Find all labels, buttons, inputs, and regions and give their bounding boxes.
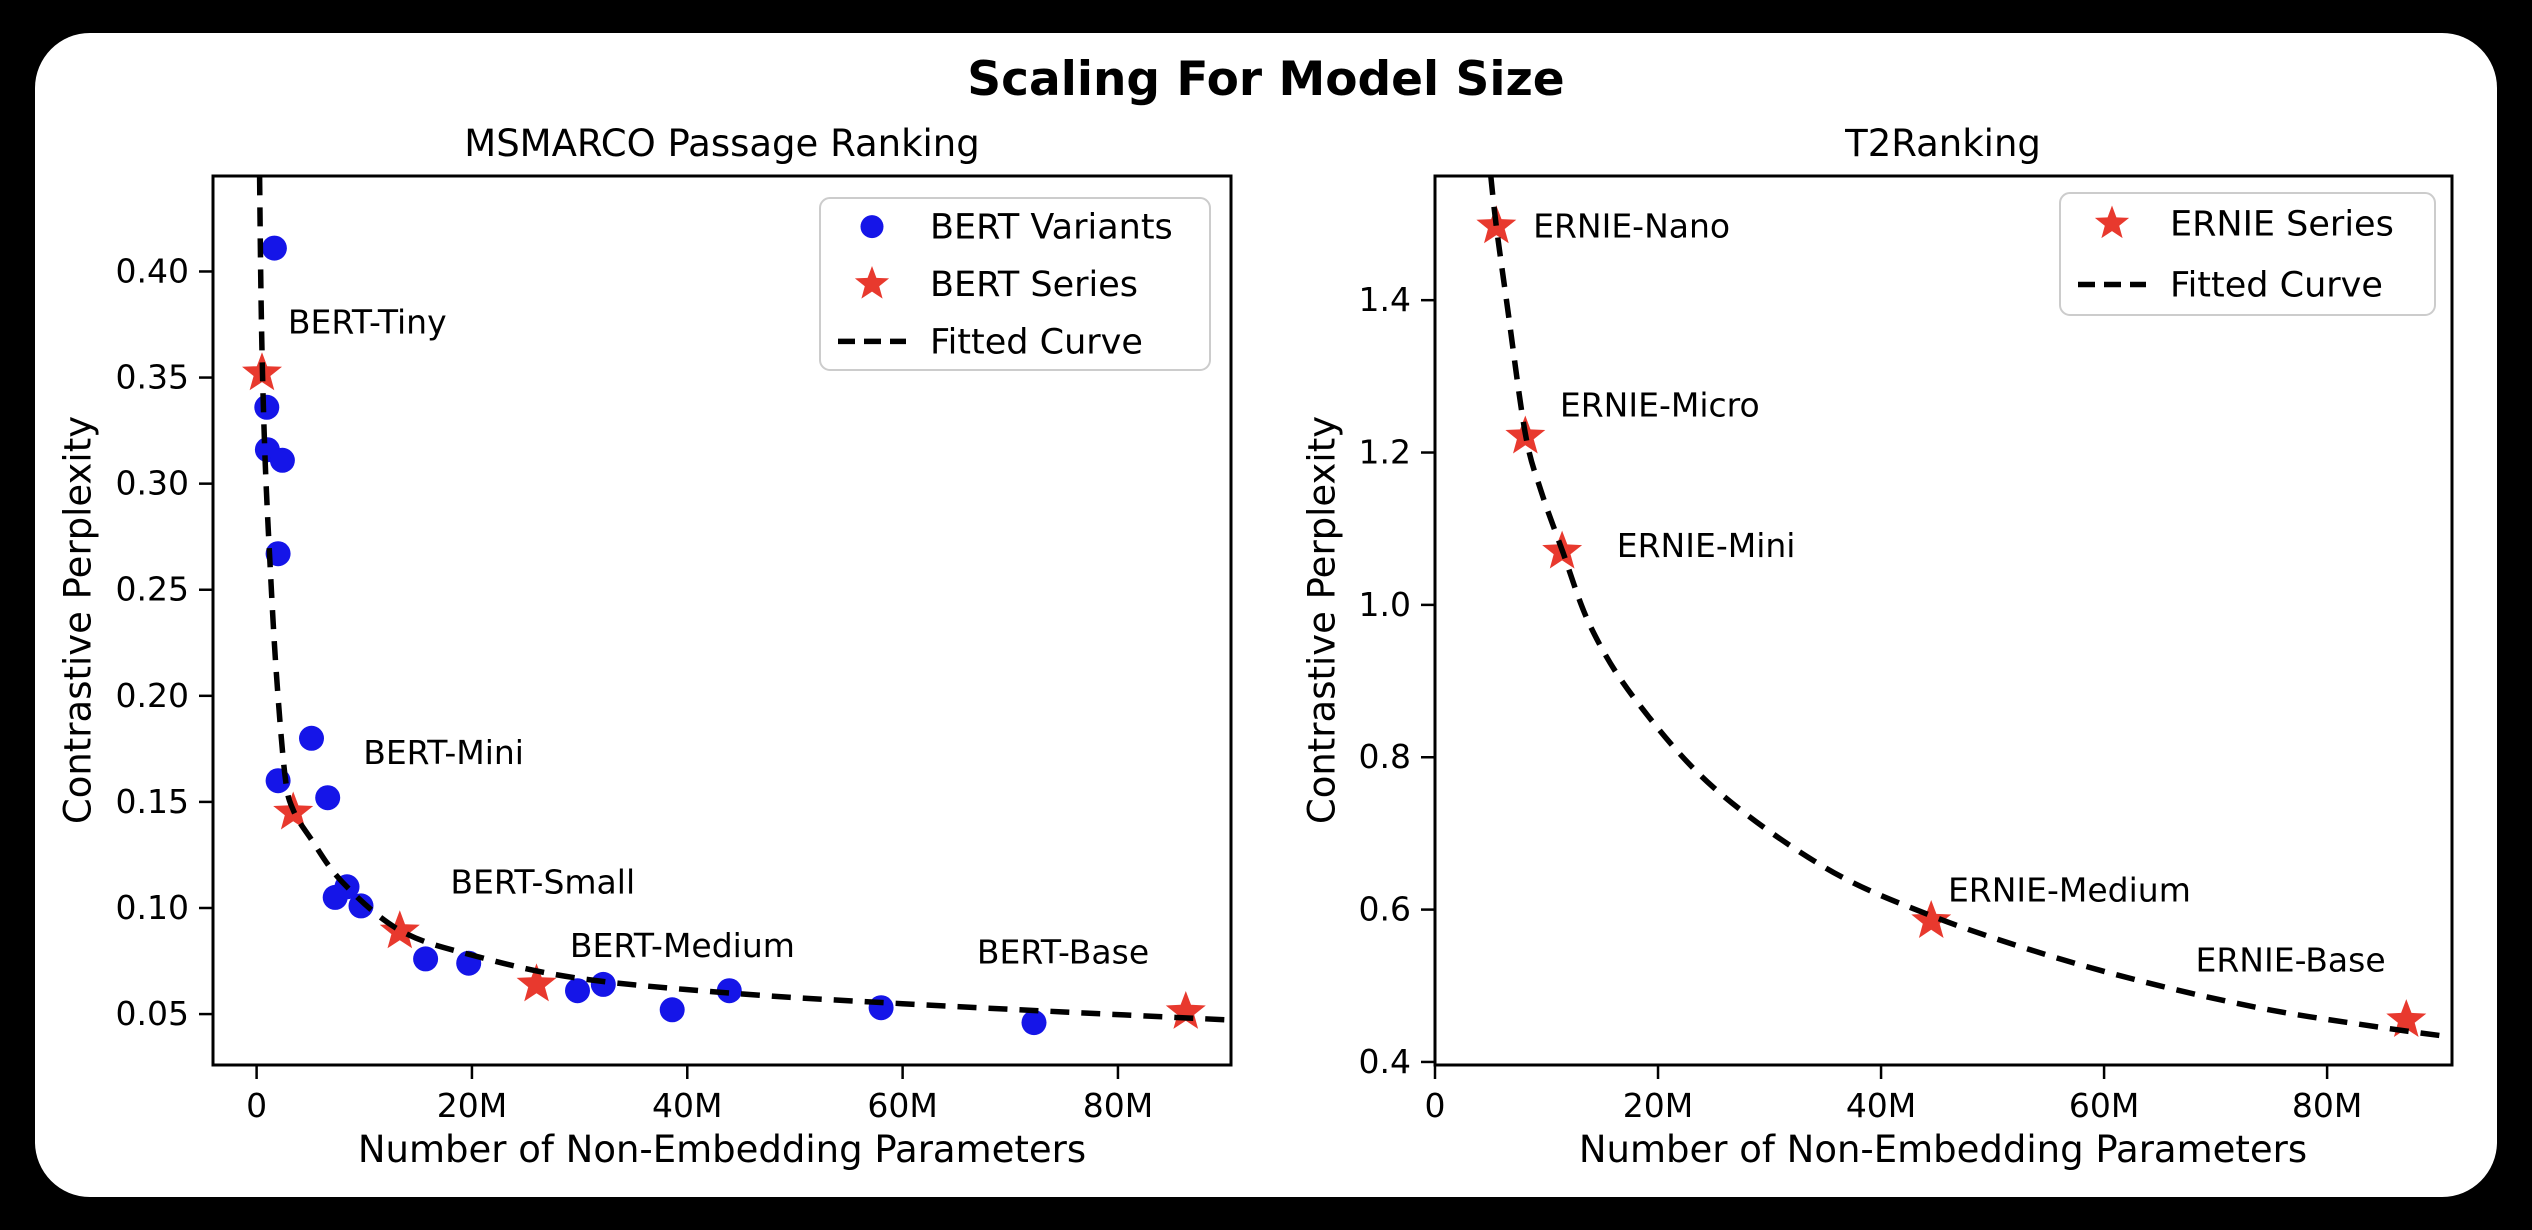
bert-small-star [379, 910, 420, 949]
annotation-bert-base: BERT-Base [977, 933, 1149, 972]
data-point-circle [1021, 1010, 1047, 1036]
data-point-circle [261, 235, 287, 261]
left-series-fitted-curve [256, 176, 1226, 1023]
right-legend: ERNIE Series Fitted Curve [2059, 192, 2436, 316]
fitted-curve [256, 176, 1226, 1023]
left-x-axis-label: Number of Non-Embedding Parameters [357, 1128, 1087, 1171]
right-series-ernie-series [1476, 205, 2427, 1037]
left-y-tick-label: 0.40 [116, 251, 189, 290]
right-y-tick-label: 0.4 [1359, 1042, 1411, 1081]
left-x-tick-label: 80M [1083, 1086, 1153, 1125]
legend-label-fitted-curve: Fitted Curve [2170, 266, 2383, 306]
right-y-tick-label: 1.0 [1359, 585, 1411, 624]
right-x-tick-label: 40M [1846, 1086, 1916, 1125]
annotation-ernie-micro: ERNIE-Micro [1560, 385, 1760, 424]
left-legend-box [819, 197, 1211, 371]
right-x-axis-label: Number of Non-Embedding Parameters [1578, 1128, 2308, 1171]
annotation-ernie-mini: ERNIE-Mini [1617, 526, 1796, 565]
data-point-circle [269, 447, 295, 473]
data-point-circle [348, 893, 374, 919]
data-point-circle [868, 995, 894, 1021]
right-y-tick-label: 0.8 [1359, 737, 1411, 776]
right-x-tick-label: 0 [1425, 1086, 1446, 1125]
legend-star-marker [854, 266, 890, 299]
data-point-circle [659, 997, 685, 1023]
left-plot-title: MSMARCO Passage Ranking [464, 122, 980, 165]
right-legend-box [2059, 192, 2436, 316]
data-point-circle [590, 971, 616, 997]
left-x-tick-label: 20M [437, 1086, 507, 1125]
left-plot-frame [211, 174, 1233, 1067]
left-y-tick-label: 0.30 [116, 464, 189, 503]
left-x-tick-label: 0 [246, 1086, 267, 1125]
data-point-circle [315, 785, 341, 811]
ernie-medium-star [1911, 900, 1952, 938]
legend-star-marker [2094, 205, 2130, 239]
data-point-circle [413, 946, 439, 972]
legend-label-fitted-curve: Fitted Curve [930, 322, 1143, 362]
right-y-tick-label: 0.6 [1359, 890, 1411, 929]
annotation-bert-tiny: BERT-Tiny [288, 302, 447, 341]
left-legend: BERT Variants BERT Series Fitted Curve [819, 197, 1211, 371]
fitted-curve [1488, 175, 2451, 1040]
right-plot-frame [1433, 174, 2454, 1067]
annotation-ernie-medium: ERNIE-Medium [1948, 871, 2191, 910]
annotation-ernie-nano: ERNIE-Nano [1533, 206, 1730, 245]
left-y-tick-label: 0.20 [116, 676, 189, 715]
right-x-tick-label: 60M [2069, 1086, 2139, 1125]
annotation-bert-mini: BERT-Mini [363, 733, 524, 772]
right-plot-title: T2Ranking [1845, 122, 2041, 165]
data-point-circle [299, 725, 324, 751]
bert-medium-star [516, 963, 557, 1002]
left-plot: 0.40 0.35 0.30 0.25 0.20 0.15 0.10 0.05 0 20M 40M 6… [116, 174, 1233, 1125]
annotation-ernie-base: ERNIE-Base [2196, 941, 2386, 980]
right-y-tick-label: 1.4 [1359, 280, 1411, 319]
right-x-tick-label: 80M [2292, 1086, 2362, 1125]
left-y-tick-label: 0.05 [116, 994, 189, 1033]
bert-base-star [1165, 991, 1206, 1029]
ernie-base-star [2386, 999, 2427, 1037]
right-series-fitted-curve [1488, 175, 2451, 1040]
left-y-tick-label: 0.10 [116, 888, 189, 927]
legend-label-bert-variants: BERT Variants [930, 208, 1173, 248]
right-y-tick-label: 1.2 [1359, 433, 1411, 472]
legend-label-bert-series: BERT Series [930, 265, 1138, 305]
left-y-tick-label: 0.25 [116, 570, 189, 609]
legend-circle-marker [860, 215, 884, 239]
annotation-bert-medium: BERT-Medium [570, 926, 795, 965]
left-y-tick-label: 0.15 [116, 782, 189, 821]
figure-title: Scaling For Model Size [967, 52, 1565, 107]
legend-label-ernie-series: ERNIE Series [2170, 205, 2394, 245]
annotation-bert-small: BERT-Small [450, 863, 635, 902]
right-x-tick-label: 20M [1623, 1086, 1693, 1125]
left-x-tick-label: 40M [652, 1086, 722, 1125]
left-x-tick-label: 60M [867, 1086, 937, 1125]
data-point-circle [565, 978, 590, 1004]
right-plot: 1.4 1.2 1.0 0.8 0.6 0.4 0 20M 40M 60M 80M ERNIE-Nan… [1359, 174, 2454, 1125]
left-series-bert-variants [254, 235, 1047, 1036]
data-point-circle [254, 394, 280, 420]
left-y-tick-label: 0.35 [116, 358, 189, 397]
